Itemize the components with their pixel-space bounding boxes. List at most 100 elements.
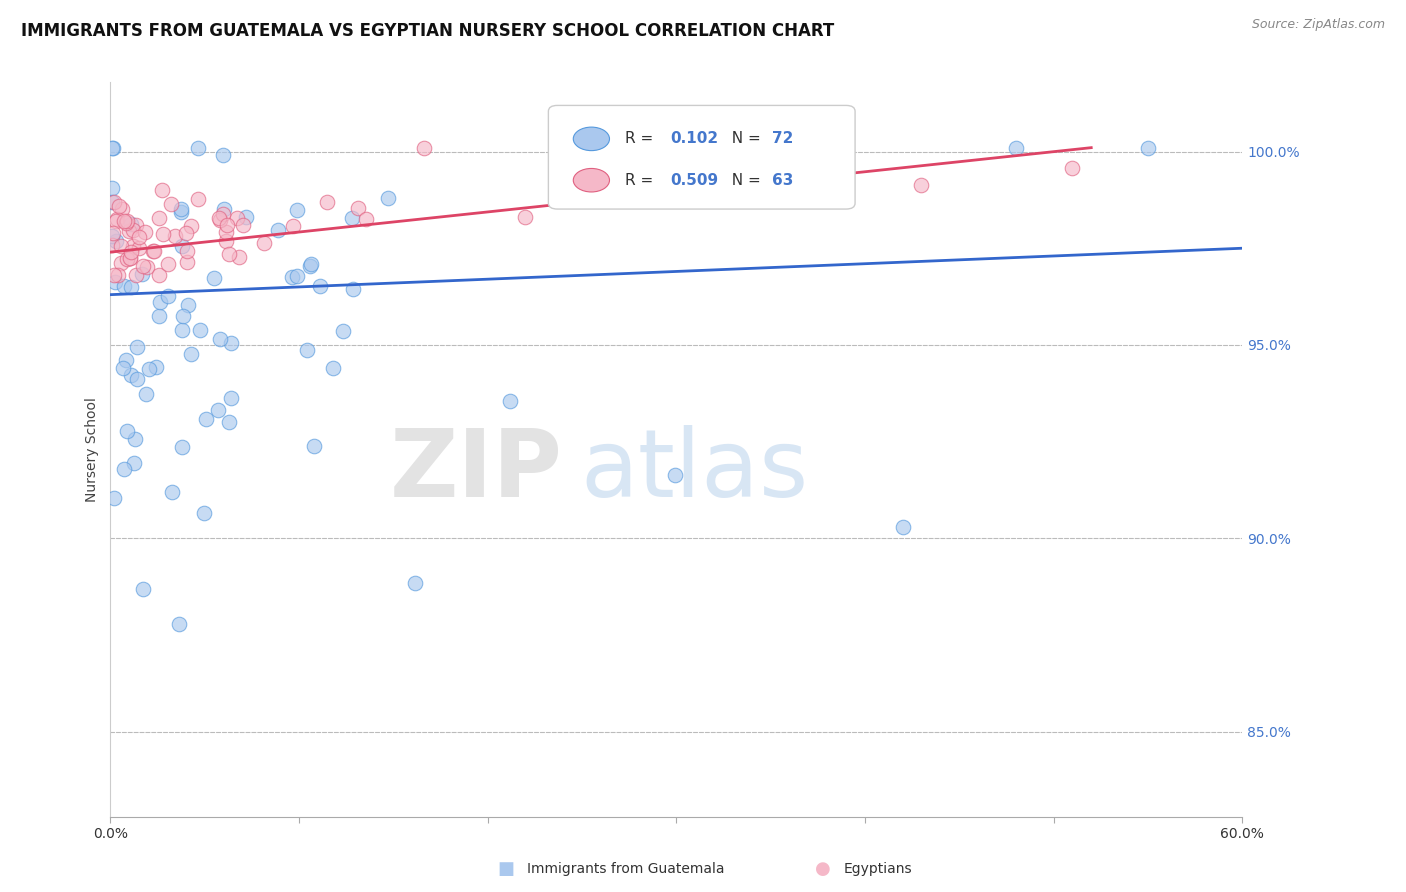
Point: [128, 241, 150, 255]
Point: [1004, 141, 1026, 155]
Point: [157, 289, 180, 303]
Point: [413, 141, 436, 155]
Point: [209, 332, 232, 346]
Point: [228, 250, 250, 264]
Point: [145, 359, 167, 374]
Point: [101, 237, 124, 252]
Point: [149, 294, 172, 309]
Point: [105, 214, 128, 228]
Point: [281, 269, 304, 284]
Point: [664, 467, 686, 482]
Text: R =: R =: [626, 131, 658, 146]
Point: [299, 259, 322, 273]
Point: [122, 238, 145, 252]
Point: [193, 506, 215, 520]
Point: [103, 268, 125, 283]
Text: 0.102: 0.102: [671, 131, 718, 146]
Point: [910, 178, 932, 193]
Point: [124, 218, 146, 232]
Point: [218, 246, 240, 260]
Circle shape: [574, 127, 609, 151]
Point: [135, 386, 157, 401]
Point: [285, 203, 308, 218]
Point: [103, 491, 125, 506]
Point: [194, 411, 217, 425]
Point: [120, 252, 142, 266]
Point: [131, 267, 153, 281]
Point: [342, 211, 364, 226]
Point: [176, 244, 198, 259]
Point: [143, 244, 166, 259]
Point: [160, 197, 183, 211]
Point: [308, 278, 330, 293]
Point: [120, 245, 142, 260]
Point: [148, 309, 170, 323]
Point: [132, 259, 155, 273]
Point: [215, 235, 238, 249]
Point: [180, 347, 202, 361]
Text: N =: N =: [721, 131, 765, 146]
Point: [316, 194, 339, 209]
Point: [347, 201, 370, 215]
Point: [110, 239, 132, 253]
Point: [101, 141, 124, 155]
Point: [136, 260, 159, 274]
Point: [120, 217, 142, 231]
Text: R =: R =: [626, 173, 658, 187]
Point: [108, 199, 131, 213]
Point: [170, 204, 193, 219]
Point: [208, 211, 231, 225]
Point: [295, 343, 318, 357]
Point: [101, 226, 124, 240]
Point: [267, 223, 290, 237]
Point: [215, 225, 238, 239]
Text: atlas: atlas: [581, 425, 808, 517]
Point: [302, 439, 325, 453]
Point: [112, 462, 135, 476]
Text: ●: ●: [814, 860, 831, 878]
Point: [112, 279, 135, 293]
Point: [170, 239, 193, 253]
Point: [212, 148, 235, 162]
Point: [299, 256, 322, 270]
Point: [515, 210, 537, 224]
Point: [134, 225, 156, 239]
Point: [142, 244, 165, 259]
Point: [117, 424, 139, 438]
Point: [132, 582, 155, 597]
Point: [120, 280, 142, 294]
Point: [104, 234, 127, 248]
Point: [219, 391, 242, 405]
Text: ■: ■: [498, 860, 515, 878]
Point: [235, 210, 257, 224]
Point: [118, 251, 141, 265]
Point: [122, 223, 145, 237]
Point: [499, 394, 522, 409]
Point: [101, 228, 124, 243]
Point: [150, 184, 173, 198]
Point: [101, 141, 124, 155]
Point: [285, 268, 308, 283]
Text: ZIP: ZIP: [391, 425, 562, 517]
Point: [148, 268, 170, 282]
Point: [627, 145, 650, 159]
Text: 72: 72: [772, 131, 794, 146]
Point: [405, 575, 427, 590]
Y-axis label: Nursery School: Nursery School: [86, 397, 100, 502]
Point: [148, 211, 170, 225]
Point: [101, 181, 124, 195]
Point: [209, 212, 232, 227]
Text: 63: 63: [772, 173, 794, 187]
Point: [170, 202, 193, 216]
Point: [332, 324, 354, 338]
Point: [217, 218, 239, 232]
Point: [176, 255, 198, 269]
Point: [125, 268, 148, 283]
Text: Source: ZipAtlas.com: Source: ZipAtlas.com: [1251, 18, 1385, 31]
Point: [172, 310, 194, 324]
Point: [122, 457, 145, 471]
Point: [891, 520, 914, 534]
Point: [180, 219, 202, 234]
Point: [354, 212, 377, 227]
Point: [118, 224, 141, 238]
